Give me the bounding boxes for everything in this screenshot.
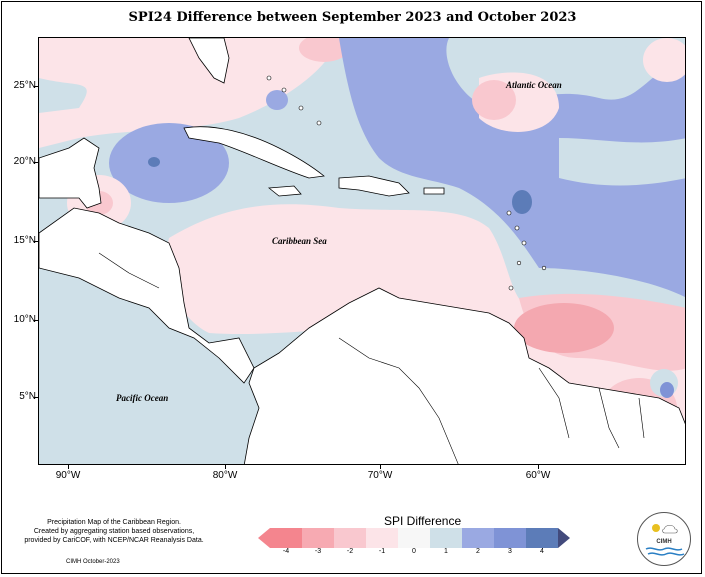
map-panel bbox=[38, 37, 686, 465]
land-jamaica bbox=[267, 185, 302, 197]
legend-swatch bbox=[430, 528, 462, 548]
legend-tick: 3 bbox=[508, 548, 512, 555]
credit-line: Created by aggregating station based obs… bbox=[33, 528, 195, 535]
spi-blue-atlantic bbox=[339, 38, 685, 298]
spi-blue-bahamas bbox=[266, 90, 288, 110]
map-canvas bbox=[39, 38, 685, 464]
legend-swatch bbox=[494, 528, 526, 548]
legend-tick: -4 bbox=[282, 548, 290, 555]
spi-blue-band-e bbox=[559, 138, 685, 186]
legend-tick: 2 bbox=[476, 548, 480, 555]
legend-swatch bbox=[270, 528, 302, 548]
label-atlantic-ocean: Atlantic Ocean bbox=[506, 80, 562, 90]
border-colombia-venezuela bbox=[338, 337, 459, 464]
legend-arrow-right bbox=[558, 528, 570, 548]
legend-swatch bbox=[334, 528, 366, 548]
credit-text: Precipitation Map of the Caribbean Regio… bbox=[14, 518, 214, 545]
spi-pink-atlantic-core bbox=[472, 80, 516, 120]
border-suriname bbox=[598, 387, 620, 449]
land-puerto-rico bbox=[423, 187, 445, 195]
label-caribbean-sea: Caribbean Sea bbox=[272, 236, 327, 246]
spi-dark-antilles bbox=[512, 190, 532, 214]
legend-swatch bbox=[366, 528, 398, 548]
border-guyana bbox=[538, 367, 570, 439]
border-honduras bbox=[98, 252, 160, 289]
legend-tick: -3 bbox=[314, 548, 322, 555]
x-tick-label: 60°W bbox=[525, 470, 551, 481]
spi-pink-top bbox=[299, 38, 349, 62]
land-cuba bbox=[183, 126, 325, 179]
spi-blue-west bbox=[39, 78, 87, 113]
land-yucatan bbox=[39, 137, 102, 209]
legend-tick: 1 bbox=[444, 548, 448, 555]
spi-blue-yucatan bbox=[109, 123, 229, 203]
y-tick-label: 5°N bbox=[19, 391, 36, 402]
spi-pink-se-core bbox=[514, 303, 614, 353]
y-tick-label: 15°N bbox=[13, 235, 36, 246]
x-tick-label: 70°W bbox=[367, 470, 393, 481]
logo-text: CIMH bbox=[656, 539, 672, 545]
credit-date: CIMH October-2023 bbox=[66, 559, 120, 565]
y-tick-label: 20°N bbox=[13, 156, 36, 167]
y-tick-label: 10°N bbox=[13, 314, 36, 325]
y-tick-label: 25°N bbox=[13, 80, 36, 91]
land-south-america bbox=[243, 287, 685, 464]
legend-tick: -2 bbox=[346, 548, 354, 555]
spi-blue-core bbox=[148, 157, 160, 167]
logo-icon bbox=[645, 524, 685, 556]
cimh-logo: CIMH bbox=[637, 512, 691, 566]
spi-pink-north bbox=[39, 38, 339, 148]
border-fguiana bbox=[638, 397, 645, 439]
spi-blue-guiana-core bbox=[660, 382, 674, 398]
label-pacific-ocean: Pacific Ocean bbox=[116, 393, 169, 403]
land-central-america bbox=[39, 207, 255, 384]
map-title: SPI24 Difference between September 2023 … bbox=[128, 10, 577, 25]
credit-line: Precipitation Map of the Caribbean Regio… bbox=[47, 519, 181, 526]
legend-swatch bbox=[302, 528, 334, 548]
legend-colorbar bbox=[258, 528, 570, 548]
legend-arrow-left bbox=[258, 528, 270, 548]
land-hispaniola bbox=[338, 175, 410, 197]
legend-tick: 4 bbox=[540, 548, 544, 555]
legend-swatch bbox=[526, 528, 558, 548]
legend-swatch bbox=[462, 528, 494, 548]
spi-pink-ne bbox=[643, 38, 685, 82]
credit-line: provided by CariCOF, with NCEP/NCAR Rean… bbox=[24, 537, 204, 544]
x-tick-label: 90°W bbox=[55, 470, 81, 481]
x-tick-label: 80°W bbox=[212, 470, 238, 481]
legend-swatch bbox=[398, 528, 430, 548]
legend-tick: -1 bbox=[378, 548, 386, 555]
land-florida bbox=[188, 38, 230, 84]
legend-title: SPI Difference bbox=[384, 514, 462, 528]
legend-tick: 0 bbox=[412, 548, 416, 555]
